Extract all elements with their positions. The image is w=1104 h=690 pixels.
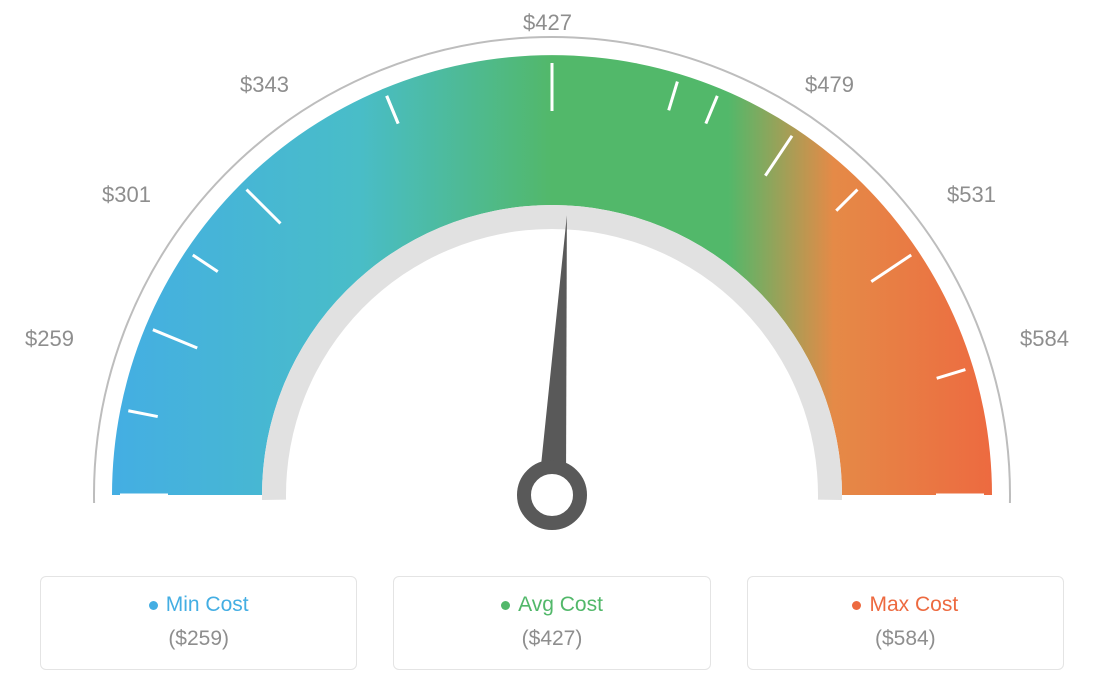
legend-avg-card: Avg Cost ($427) [393, 576, 710, 670]
legend-min-title: Min Cost [149, 593, 249, 617]
legend-avg-label: Avg Cost [518, 593, 603, 617]
gauge-chart-container: $259 $301 $343 $427 $479 $531 $584 Min Cost ($… [0, 0, 1104, 690]
legend-max-value: ($584) [748, 627, 1063, 651]
legend-min-card: Min Cost ($259) [40, 576, 357, 670]
legend-avg-title: Avg Cost [501, 593, 603, 617]
gauge-svg [52, 15, 1052, 555]
legend-max-dot [852, 601, 861, 610]
gauge-tick-label: $343 [240, 72, 289, 98]
legend-min-dot [149, 601, 158, 610]
gauge-tick-label: $259 [25, 326, 74, 352]
legend-avg-dot [501, 601, 510, 610]
gauge-tick-label: $427 [523, 10, 572, 36]
legend-min-value: ($259) [41, 627, 356, 651]
gauge-tick-label: $301 [102, 182, 151, 208]
legend-max-card: Max Cost ($584) [747, 576, 1064, 670]
gauge-tick-label: $479 [805, 72, 854, 98]
gauge-tick-label: $531 [947, 182, 996, 208]
legend-max-label: Max Cost [869, 593, 958, 617]
gauge-tick-label: $584 [1020, 326, 1069, 352]
gauge-area: $259 $301 $343 $427 $479 $531 $584 [0, 0, 1104, 555]
legend-min-label: Min Cost [166, 593, 249, 617]
legend-row: Min Cost ($259) Avg Cost ($427) Max Cost… [0, 576, 1104, 670]
legend-avg-value: ($427) [394, 627, 709, 651]
legend-max-title: Max Cost [852, 593, 958, 617]
